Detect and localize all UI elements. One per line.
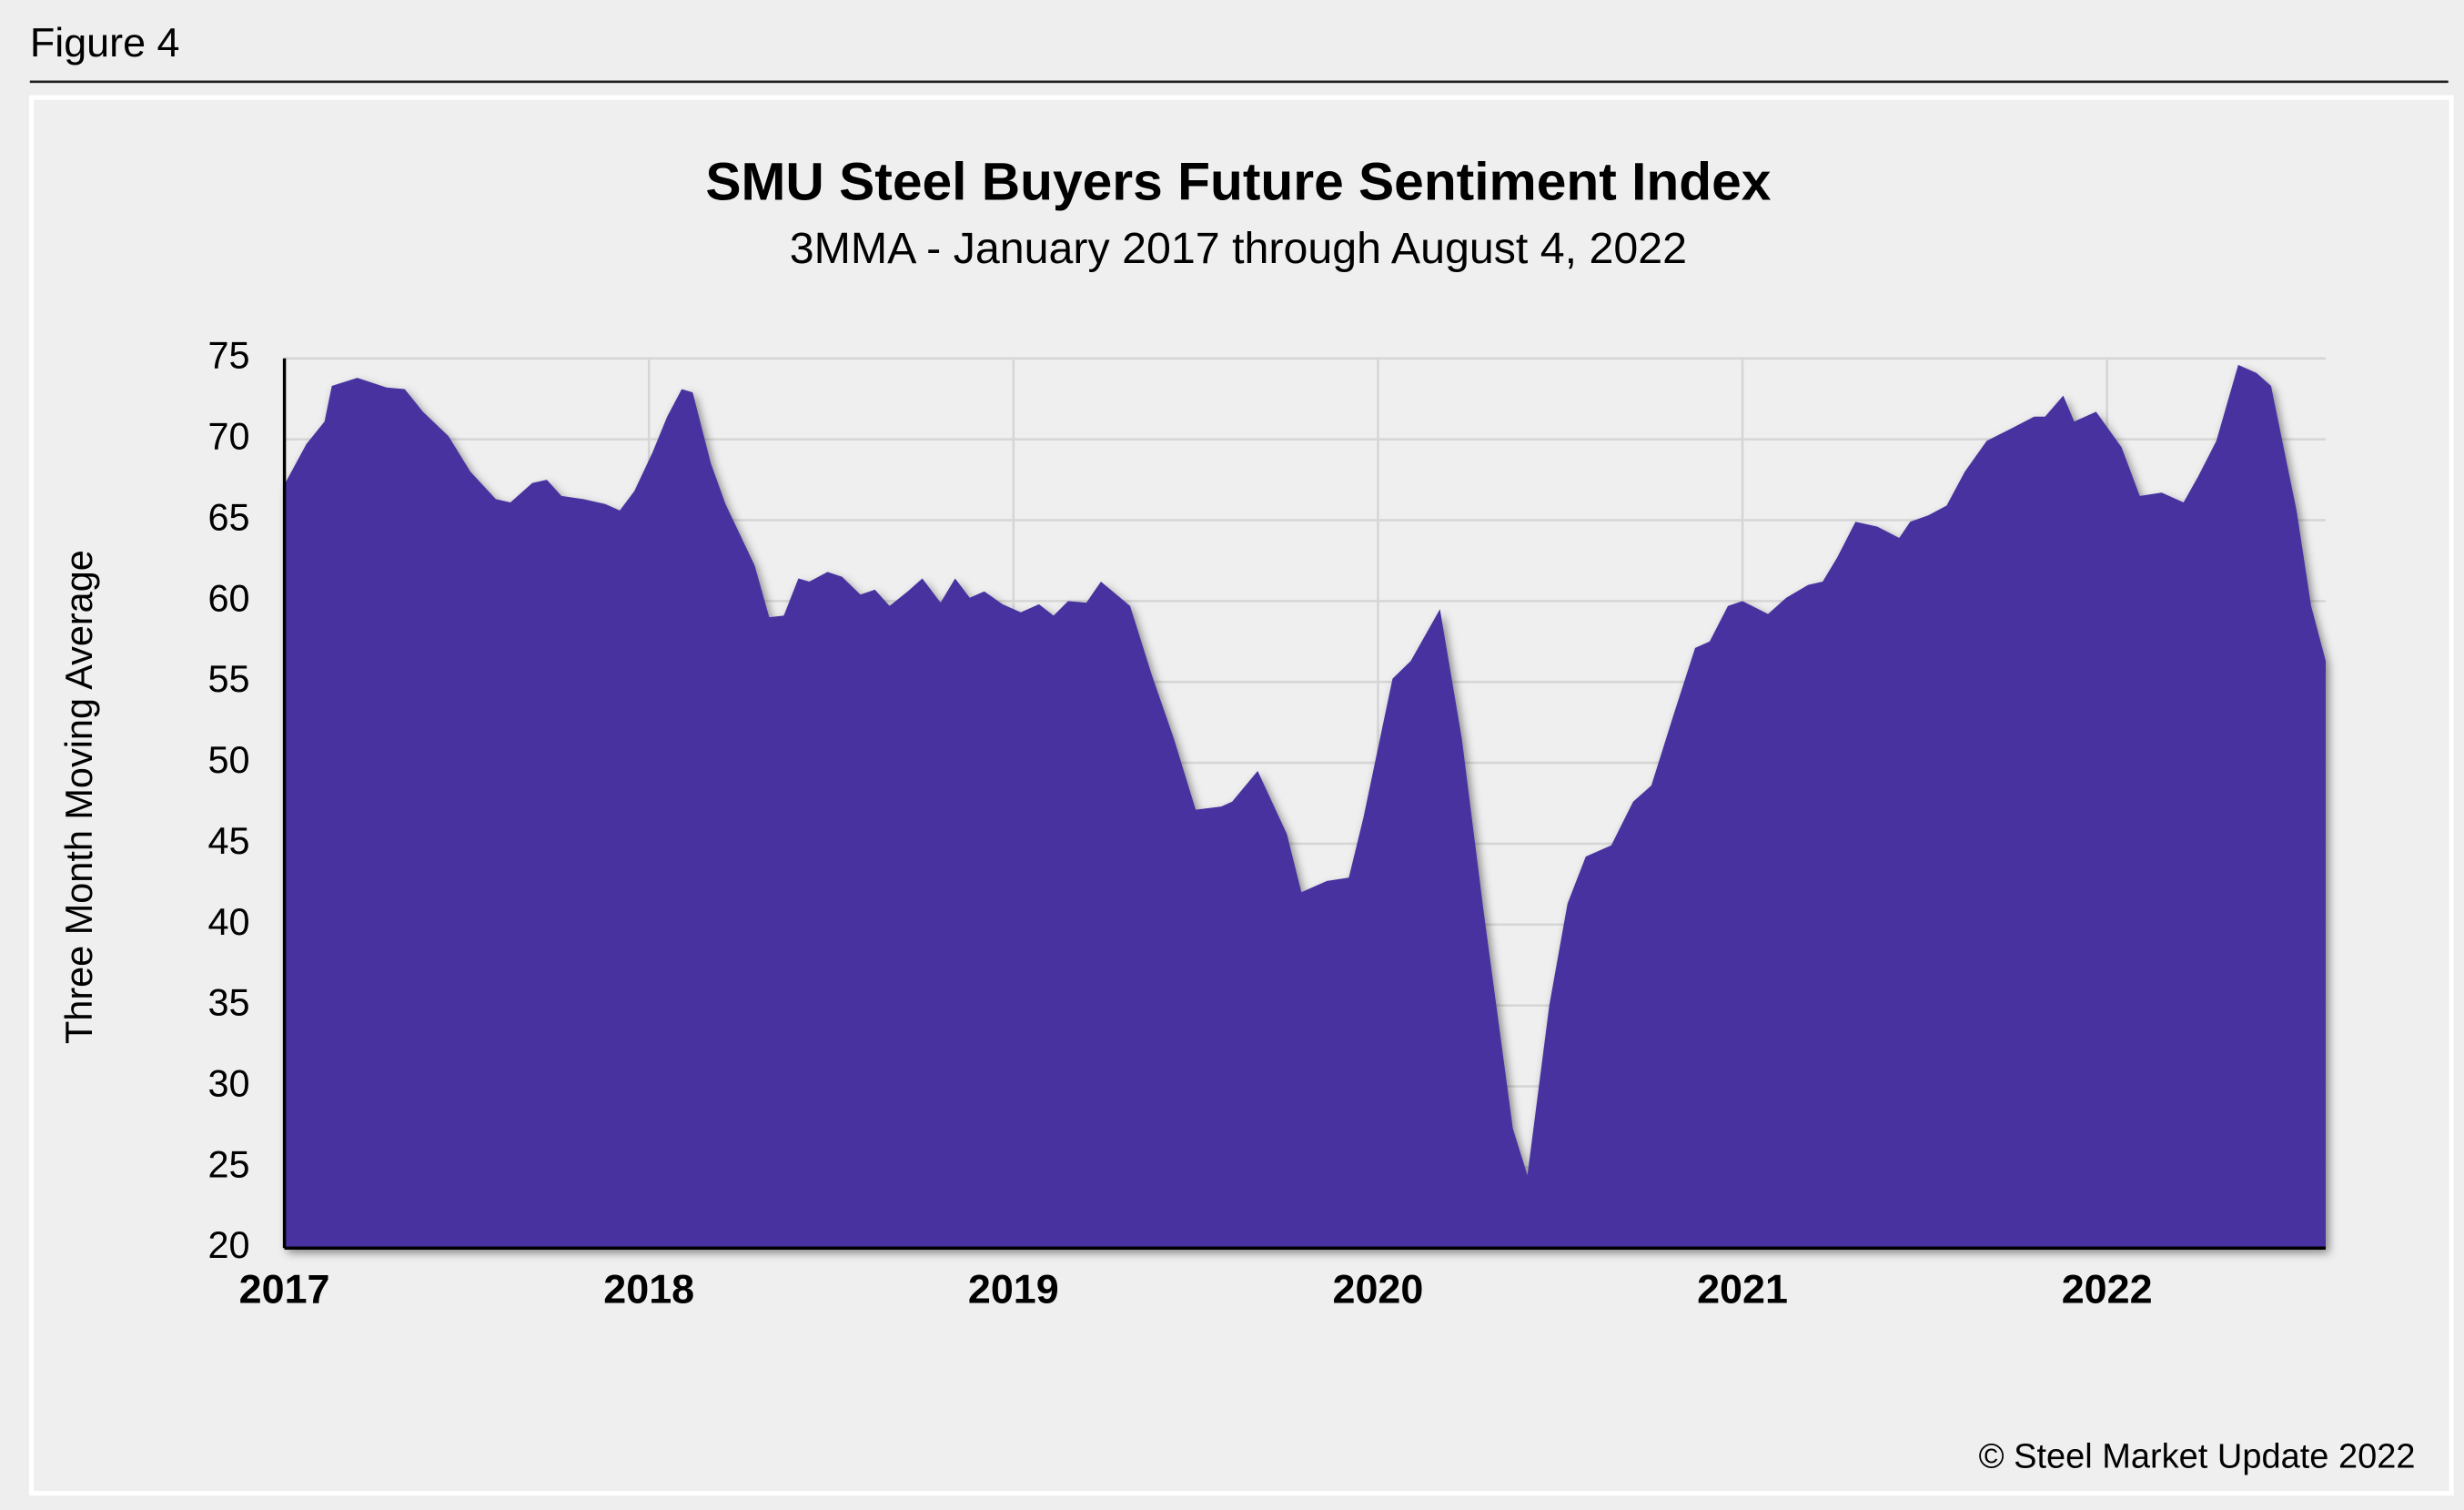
y-tick-label: 75 [208,334,250,377]
y-tick-label: 55 [208,657,250,700]
y-axis-label: Three Month Moving Average [57,550,100,1044]
x-tick-label: 2022 [2062,1265,2153,1312]
x-tick-label: 2018 [603,1265,694,1312]
chart-title: SMU Steel Buyers Future Sentiment Index [705,152,1771,211]
plot: 20 25 30 35 40 45 50 55 60 65 70 75 2017 2018 2019 2020… [208,334,2327,1312]
figure-label: Figure 4 [30,19,180,66]
y-tick-label: 60 [208,576,250,619]
y-tick-label: 50 [208,738,250,781]
x-tick-label: 2017 [239,1265,330,1312]
chart-subtitle: 3MMA - January 2017 through August 4, 20… [790,224,1687,273]
y-tick-label: 70 [208,415,250,458]
x-tick-label: 2021 [1697,1265,1788,1312]
y-tick-label: 45 [208,819,250,862]
x-tick-label: 2019 [968,1265,1059,1312]
y-tick-label: 25 [208,1142,250,1185]
area [284,364,2327,1249]
copyright: © Steel Market Update 2022 [1979,1438,2416,1476]
x-tick-label: 2020 [1332,1265,1423,1312]
y-tick-label: 30 [208,1061,250,1104]
y-tick-label: 20 [208,1223,250,1266]
y-tick-label: 35 [208,981,250,1024]
y-tick-label: 65 [208,495,250,538]
y-tick-label: 40 [208,900,250,943]
